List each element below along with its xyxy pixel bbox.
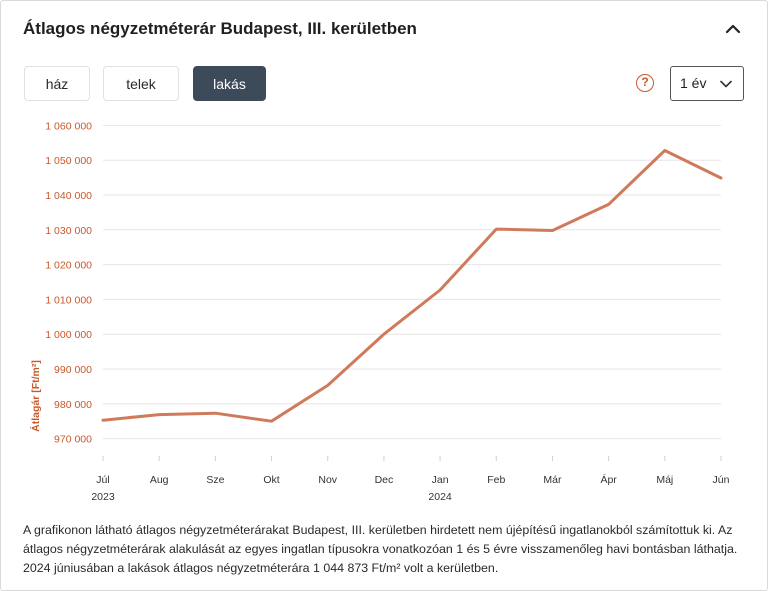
y-tick-label: 1 020 000: [45, 260, 92, 272]
help-icon[interactable]: ?: [636, 74, 654, 92]
chart-grid: [103, 124, 721, 440]
x-tick-label: Aug: [150, 474, 169, 486]
x-year-label: 2024: [428, 491, 452, 503]
x-tick-label: Feb: [487, 474, 505, 486]
chart-description: A grafikonon látható átlagos négyzetméte…: [23, 523, 738, 575]
period-select[interactable]: 1 év: [670, 66, 744, 101]
x-tick-label: Nov: [318, 474, 337, 486]
x-axis-ticks: Júl Aug Sze Okt Nov Dec Jan Feb Már Ápr Máj Jún 2023…: [91, 456, 730, 503]
chevron-up-icon: [725, 24, 741, 34]
tab-lakas[interactable]: lakás: [193, 66, 266, 101]
x-tick-label: Jan: [432, 474, 449, 486]
y-axis-label: Átlagár [Ft/m²]: [29, 360, 42, 432]
line-chart: 970 000 980 000 990 000 1 000 000 1 010 000 1…: [29, 120, 730, 503]
y-tick-label: 1 010 000: [45, 294, 92, 306]
y-tick-label: 990 000: [54, 364, 92, 376]
x-tick-label: Sze: [206, 474, 224, 486]
y-tick-label: 1 030 000: [45, 225, 92, 237]
y-tick-label: 1 000 000: [45, 329, 92, 341]
tab-telek[interactable]: telek: [103, 66, 179, 101]
y-tick-label: 1 040 000: [45, 190, 92, 202]
y-tick-label: 1 060 000: [45, 120, 92, 132]
tab-haz[interactable]: ház: [24, 66, 90, 101]
x-year-label: 2023: [91, 491, 115, 503]
y-axis-ticks: 970 000 980 000 990 000 1 000 000 1 010 000 1…: [45, 120, 92, 445]
y-tick-label: 980 000: [54, 399, 92, 411]
series-line: [101, 149, 723, 423]
card-header: Átlagos négyzetméterár Budapest, III. ke…: [23, 15, 747, 45]
x-tick-label: Máj: [656, 474, 673, 486]
chart-title: Átlagos négyzetméterár Budapest, III. ke…: [23, 19, 417, 38]
y-tick-label: 970 000: [54, 434, 92, 446]
x-tick-label: Jún: [713, 474, 730, 486]
period-select-value: 1 év: [680, 75, 707, 91]
y-tick-label: 1 050 000: [45, 155, 92, 167]
collapse-button[interactable]: [723, 19, 743, 39]
x-tick-label: Dec: [375, 474, 394, 486]
x-tick-label: Júl: [96, 474, 109, 486]
x-tick-label: Már: [543, 474, 562, 486]
x-tick-label: Okt: [263, 474, 279, 486]
chevron-down-icon: [720, 80, 732, 88]
x-tick-label: Ápr: [600, 473, 617, 486]
